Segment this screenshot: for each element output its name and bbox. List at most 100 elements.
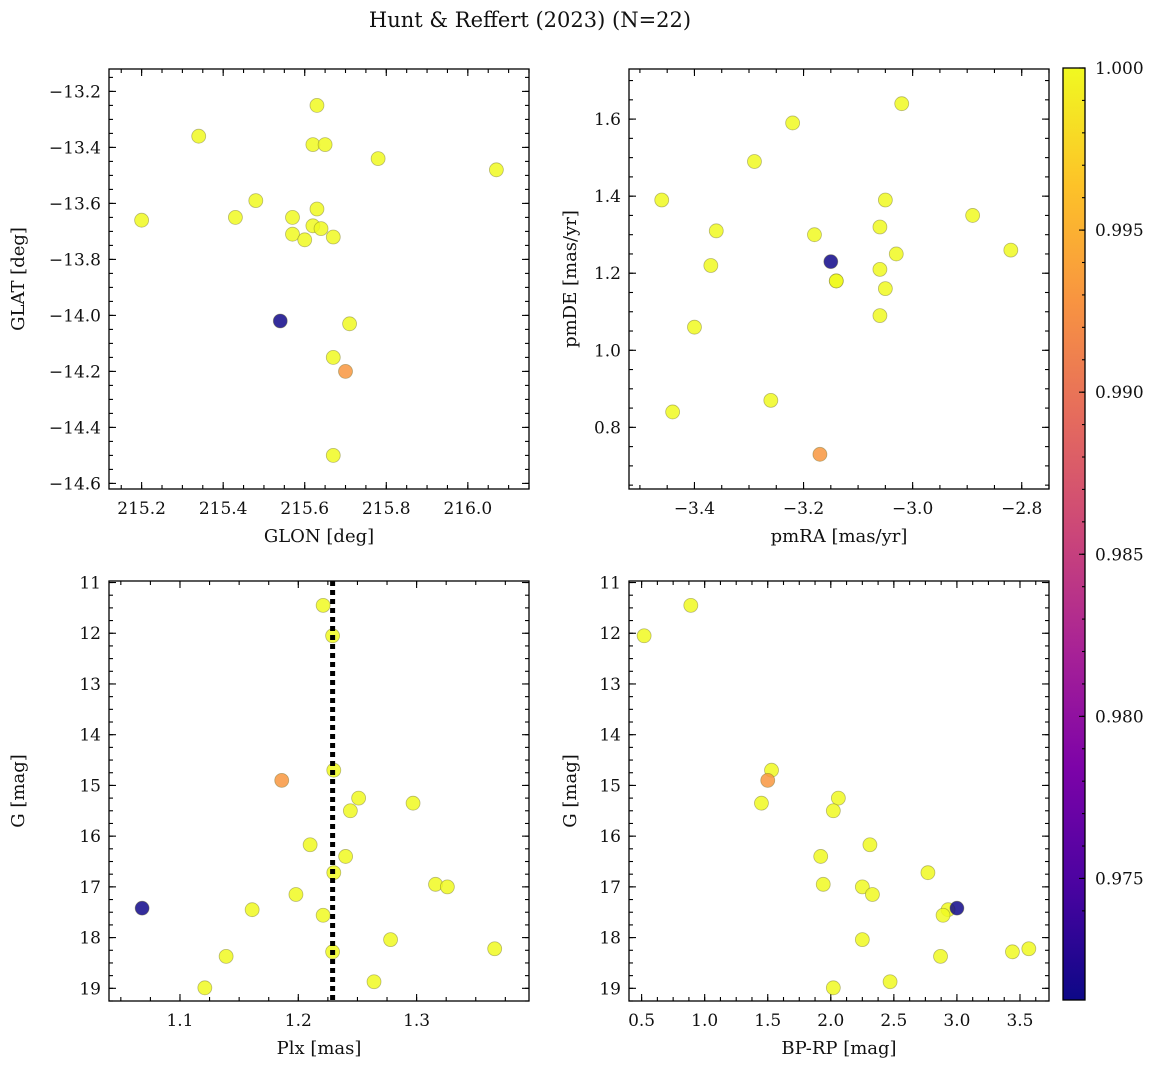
x-tick-label: 1.2 xyxy=(285,1011,312,1031)
scatter-points xyxy=(134,98,504,463)
colorbar-tick-label: 0.975 xyxy=(1095,869,1144,889)
scatter-point xyxy=(488,162,504,178)
colorbar-tick-label: 0.985 xyxy=(1095,545,1144,565)
scatter-point xyxy=(872,308,888,324)
y-tick-label: −14.6 xyxy=(49,474,101,494)
y-tick-label: −14.0 xyxy=(49,306,101,326)
y-tick-label: 14 xyxy=(599,726,621,746)
y-axis-label: G [mag] xyxy=(8,754,29,827)
scatter-point xyxy=(636,628,652,644)
y-tick-label: 11 xyxy=(79,574,101,594)
x-tick-label: −2.8 xyxy=(1001,499,1042,519)
x-tick-label: 215.4 xyxy=(199,499,248,519)
scatter-point xyxy=(888,246,904,262)
scatter-point xyxy=(823,254,839,270)
y-tick-label: 15 xyxy=(79,776,101,796)
y-tick-label: 19 xyxy=(599,979,621,999)
x-tick-label: 1.5 xyxy=(754,1011,781,1031)
scatter-point xyxy=(274,772,290,788)
scatter-point xyxy=(325,229,341,245)
scatter-point xyxy=(197,980,213,996)
x-axis-label: BP-RP [mag] xyxy=(781,1038,896,1059)
plot-frame xyxy=(108,580,530,1002)
y-tick-label: −14.4 xyxy=(49,418,101,438)
scatter-point xyxy=(877,192,893,208)
scatter-point xyxy=(687,319,702,335)
y-tick-label: 16 xyxy=(599,827,621,847)
y-tick-label: 13 xyxy=(599,675,621,695)
scatter-point xyxy=(383,932,398,948)
y-tick-label: 11 xyxy=(599,574,621,594)
scatter-point xyxy=(965,208,981,223)
scatter-point xyxy=(191,128,207,144)
scatter-point xyxy=(785,115,801,131)
scatter-point xyxy=(313,221,329,237)
scatter-point xyxy=(405,795,421,811)
y-tick-label: 1.4 xyxy=(594,187,621,207)
panel-glon-glat: 215.2 215.4 215.6 215.8 216.0 −13.2 −13.4 −13.6… xyxy=(8,68,530,547)
panel-bprp-g: 0.5 1.0 1.5 2.0 2.5 3.0 3.5 11 12 13 14 15 16 17 18 19 B… xyxy=(560,574,1050,1059)
scatter-point xyxy=(708,223,724,239)
x-tick-label: 0.5 xyxy=(628,1011,655,1031)
scatter-point xyxy=(865,887,880,902)
y-tick-label: −13.4 xyxy=(49,138,101,158)
scatter-point xyxy=(285,209,300,225)
x-tick-label: −3.2 xyxy=(783,499,824,519)
y-tick-label: 18 xyxy=(599,929,621,949)
colorbar: 0.975 0.980 0.985 0.990 0.995 1.000 xyxy=(1062,59,1144,1001)
y-tick-label: 17 xyxy=(79,878,101,898)
colorbar-tick-label: 0.995 xyxy=(1095,221,1144,241)
x-tick-label: 3.5 xyxy=(1006,1011,1033,1031)
y-axis-label: G [mag] xyxy=(560,754,581,827)
scatter-point xyxy=(302,837,318,853)
scatter-point xyxy=(862,837,878,853)
y-tick-label: 1.6 xyxy=(594,110,621,130)
colorbar-gradient xyxy=(1062,67,1086,1001)
scatter-point xyxy=(134,900,150,916)
y-axis-label: GLAT [deg] xyxy=(8,227,29,331)
y-tick-label: 14 xyxy=(79,726,101,746)
scatter-point xyxy=(297,232,313,248)
scatter-point xyxy=(894,96,910,112)
scatter-point xyxy=(654,192,670,208)
scatter-point xyxy=(228,209,243,225)
plot-frame xyxy=(628,68,1050,490)
scatter-point xyxy=(315,597,331,613)
scatter-point xyxy=(317,137,333,153)
x-tick-label: 216.0 xyxy=(443,499,492,519)
scatter-point xyxy=(825,803,841,819)
x-tick-label: 2.0 xyxy=(817,1011,844,1031)
x-tick-label: 3.0 xyxy=(943,1011,970,1031)
y-axis-label: pmDE [mas/yr] xyxy=(560,210,581,348)
scatter-point xyxy=(813,849,829,864)
scatter-points xyxy=(654,96,1019,462)
scatter-point xyxy=(665,404,681,420)
scatter-point xyxy=(309,98,325,113)
scatter-point xyxy=(315,907,331,923)
scatter-point xyxy=(683,597,699,613)
scatter-point xyxy=(815,876,831,892)
y-tick-label: 17 xyxy=(599,878,621,898)
scatter-point xyxy=(487,941,503,957)
y-tick-label: 12 xyxy=(79,624,101,644)
x-tick-label: 1.3 xyxy=(403,1011,430,1031)
panel-pmra-pmde: −3.4 −3.2 −3.0 −2.8 0.8 1.0 1.2 1.4 1.6 pmRA [mas… xyxy=(560,68,1050,547)
scatter-point xyxy=(1003,242,1019,258)
scatter-point xyxy=(949,900,965,916)
y-tick-label: −14.2 xyxy=(49,362,101,382)
scatter-point xyxy=(218,948,234,964)
y-tick-label: −13.2 xyxy=(49,82,101,102)
y-tick-label: 0.8 xyxy=(594,418,621,438)
y-tick-label: 1.2 xyxy=(594,264,621,284)
x-tick-label: 215.2 xyxy=(117,499,166,519)
x-axis-label: GLON [deg] xyxy=(264,526,374,547)
scatter-point xyxy=(828,273,844,289)
x-tick-label: 215.6 xyxy=(280,499,329,519)
y-tick-label: 12 xyxy=(599,624,621,644)
y-tick-label: 19 xyxy=(79,979,101,999)
scatter-point xyxy=(1005,944,1020,960)
colorbar-tick-label: 0.980 xyxy=(1095,707,1144,727)
scatter-points xyxy=(636,597,1037,996)
scatter-point xyxy=(342,316,357,332)
scatter-point xyxy=(933,948,948,964)
